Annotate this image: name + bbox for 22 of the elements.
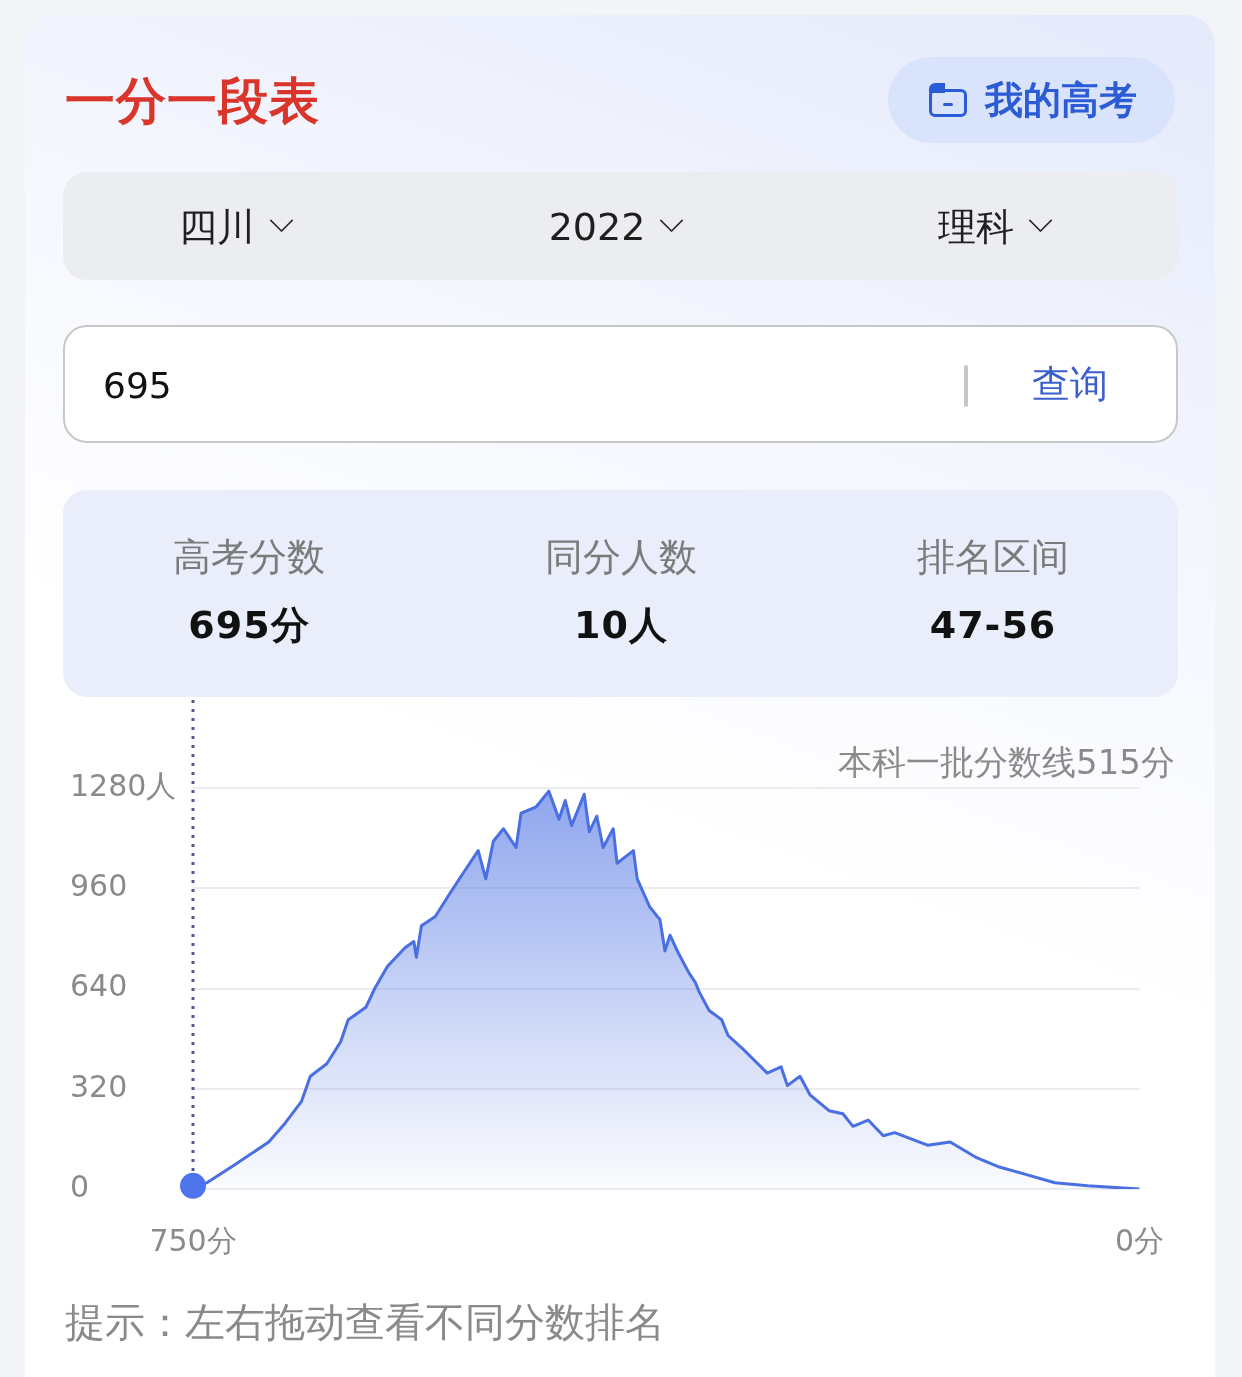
text: 四川 [179,205,255,249]
text: 理科 [938,205,1014,249]
x-tick-label: 0分 [1114,1222,1164,1258]
x-tick-label: 750分 [149,1222,237,1258]
y-tick-label: 640 [70,968,128,1004]
text: 排名区间 [917,535,1069,579]
text: 提示：左右拖动查看不同分数排名 [65,1299,665,1345]
text: 查询 [1032,362,1108,406]
text: 695分 [188,603,310,647]
y-tick-label: 960 [70,868,128,904]
text: 47-56 [929,603,1057,647]
text: 10人 [574,603,668,647]
y-tick-label: 320 [70,1068,128,1104]
chart-title: 一分一段表 [65,72,320,130]
text: 2022 [548,205,646,249]
text: 本科一批分数线515分 [838,742,1175,782]
text: 我的高考 [985,78,1137,122]
text: 同分人数 [545,535,697,579]
y-tick-label: 0 [70,1168,90,1204]
text: 高考分数 [173,535,325,579]
text: 695 [103,365,172,406]
y-tick-label: 1280人 [70,767,177,803]
